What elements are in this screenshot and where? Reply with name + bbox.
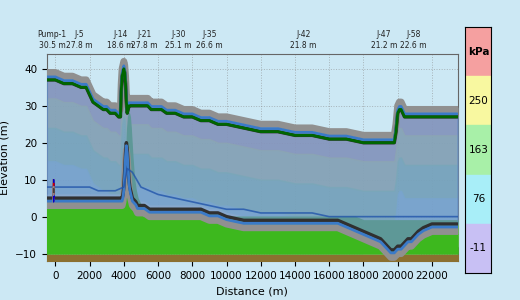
Text: J-42
21.8 m: J-42 21.8 m — [290, 30, 317, 50]
Text: J-14
18.6 m: J-14 18.6 m — [107, 30, 134, 50]
Text: J-5
27.8 m: J-5 27.8 m — [66, 30, 93, 50]
Text: J-21
27.8 m: J-21 27.8 m — [131, 30, 158, 50]
Text: kPa: kPa — [467, 46, 489, 57]
Text: -11: -11 — [470, 243, 487, 254]
Text: J-30
25.1 m: J-30 25.1 m — [165, 30, 192, 50]
X-axis label: Distance (m): Distance (m) — [216, 286, 288, 296]
Text: 250: 250 — [469, 96, 488, 106]
Text: J-47
21.2 m: J-47 21.2 m — [371, 30, 397, 50]
Text: Pump-1
30.5 m: Pump-1 30.5 m — [37, 30, 67, 50]
Text: 163: 163 — [469, 145, 488, 155]
Y-axis label: Elevation (m): Elevation (m) — [0, 120, 10, 195]
Text: J-35
26.6 m: J-35 26.6 m — [196, 30, 223, 50]
Text: 76: 76 — [472, 194, 485, 204]
Text: J-58
22.6 m: J-58 22.6 m — [400, 30, 426, 50]
